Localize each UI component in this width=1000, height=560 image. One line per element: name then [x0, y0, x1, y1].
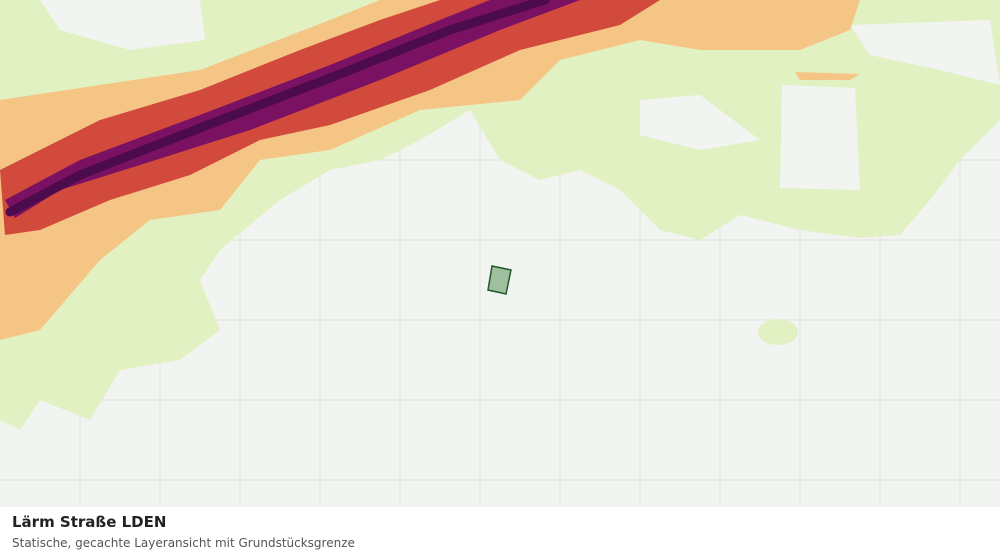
- parcel-boundary: [487, 265, 512, 295]
- noise-zone-medium: [795, 72, 860, 80]
- map-gap: [640, 95, 760, 150]
- noise-zone-high: [0, 0, 660, 235]
- subtitle: Statische, gecachte Layeransicht mit Gru…: [12, 536, 355, 550]
- map: [0, 0, 1000, 507]
- noise-zone-very-high: [5, 0, 580, 218]
- map-gap: [40, 0, 205, 50]
- map-gap: [780, 85, 860, 190]
- noise-zone-extreme: [5, 0, 550, 217]
- noise-zone-low: [758, 319, 798, 345]
- map-gap: [850, 20, 1000, 85]
- title: Lärm Straße LDEN: [12, 513, 167, 531]
